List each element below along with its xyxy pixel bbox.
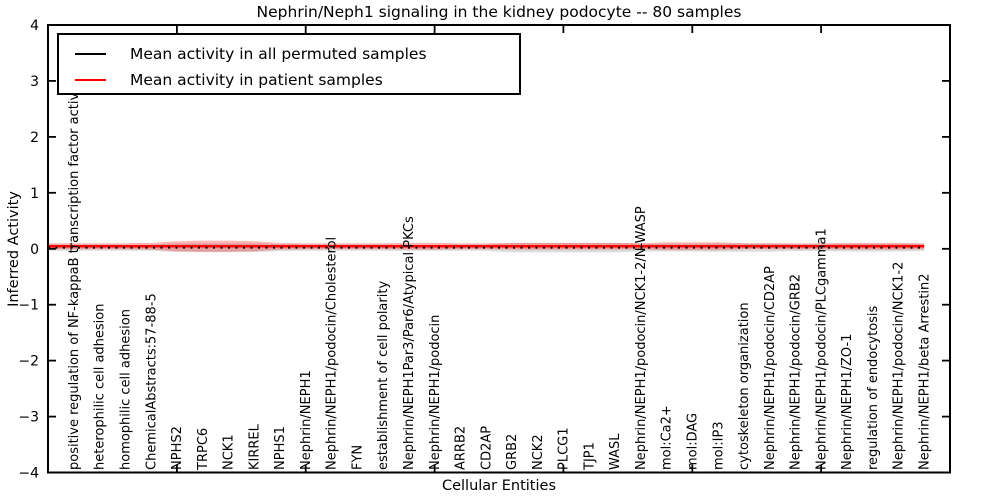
x-category-label: regulation of endocytosis [866, 305, 881, 470]
x-category-label: NPHS1 [273, 426, 288, 470]
x-category-label: mol:IP3 [711, 421, 726, 470]
x-category-label: ARRB2 [453, 426, 468, 470]
x-category-label: TRPC6 [196, 428, 211, 471]
x-category-label: NCK1 [222, 434, 237, 470]
x-category-labels: positive regulation of NF-kappaB transcr… [67, 76, 932, 471]
legend: Mean activity in all permuted samples Me… [57, 33, 521, 95]
x-axis-label: Cellular Entities [441, 478, 557, 494]
legend-label-permuted: Mean activity in all permuted samples [130, 45, 427, 63]
x-category-label: mol:Ca2+ [660, 405, 675, 470]
y-tick-label: 3 [30, 74, 39, 90]
x-category-label: Nephrin/NEPH1Par3/Par6/Atypical PKCs [402, 216, 417, 470]
x-axis-ticks [175, 25, 822, 473]
x-category-label: NCK2 [531, 434, 546, 470]
y-tick-label: −1 [18, 298, 39, 314]
y-tick-label: 0 [30, 242, 39, 258]
x-category-label: heterophilic cell adhesion [93, 304, 108, 471]
x-category-label: KIRREL [247, 423, 262, 470]
x-category-label: NPHS2 [170, 426, 185, 470]
x-category-label: TJP1 [582, 442, 597, 471]
x-category-label: Nephrin/NEPH1/podocin/NCK1-2 [892, 262, 907, 470]
x-category-label: Nephrin/NEPH1/podocin/CD2AP [763, 266, 778, 470]
y-tick-label: −4 [18, 466, 39, 482]
x-category-label: homophilic cell adhesion [118, 309, 133, 470]
x-category-label: cytoskeleton organization [737, 302, 752, 470]
x-category-label: establishment of cell polarity [376, 281, 391, 470]
x-category-label: Nephrin/NEPH1/podocin/Cholesterol [325, 237, 340, 470]
x-category-label: Nephrin/NEPH1/podocin/NCK1-2/N-WASP [634, 206, 649, 470]
y-tick-label: −2 [18, 354, 39, 370]
x-category-label: PLCG1 [557, 427, 572, 470]
x-category-label: GRB2 [505, 434, 520, 470]
legend-item-permuted: Mean activity in all permuted samples [75, 41, 519, 67]
x-category-label: Nephrin/NEPH1/podocin [428, 315, 443, 470]
x-category-label: Nephrin/NEPH1/ZO-1 [840, 334, 855, 470]
x-category-label: positive regulation of NF-kappaB transcr… [67, 76, 82, 470]
x-category-label: Nephrin/NEPH1/podocin/GRB2 [789, 274, 804, 470]
legend-line-black-icon [75, 53, 106, 55]
figure-title: Nephrin/Neph1 signaling in the kidney po… [256, 3, 742, 21]
y-tick-label: 4 [30, 18, 39, 34]
legend-line-red-icon [75, 79, 106, 81]
x-category-label: Nephrin/NEPH1 [299, 370, 314, 470]
x-category-label: ChemicalAbstracts:57-88-5 [144, 293, 159, 470]
x-category-label: mol:DAG [685, 413, 700, 470]
x-category-label: Nephrin/NEPH1/beta Arrestin2 [917, 274, 932, 471]
y-axis-label: Inferred Activity [6, 191, 22, 307]
y-tick-label: 2 [30, 130, 39, 146]
legend-item-patient: Mean activity in patient samples [75, 67, 519, 93]
x-category-label: CD2AP [479, 426, 494, 470]
x-category-label: WASL [608, 433, 623, 470]
y-tick-label: −3 [18, 410, 39, 426]
x-category-label: Nephrin/NEPH1/podocin/PLCgamma1 [814, 228, 829, 470]
x-category-label: FYN [350, 445, 365, 470]
series-layer [48, 240, 925, 253]
y-axis-ticks: 4 3 2 1 0 −1 −2 −3 −4 [18, 18, 950, 482]
y-tick-label: 1 [30, 186, 39, 202]
legend-label-patient: Mean activity in patient samples [130, 71, 383, 89]
